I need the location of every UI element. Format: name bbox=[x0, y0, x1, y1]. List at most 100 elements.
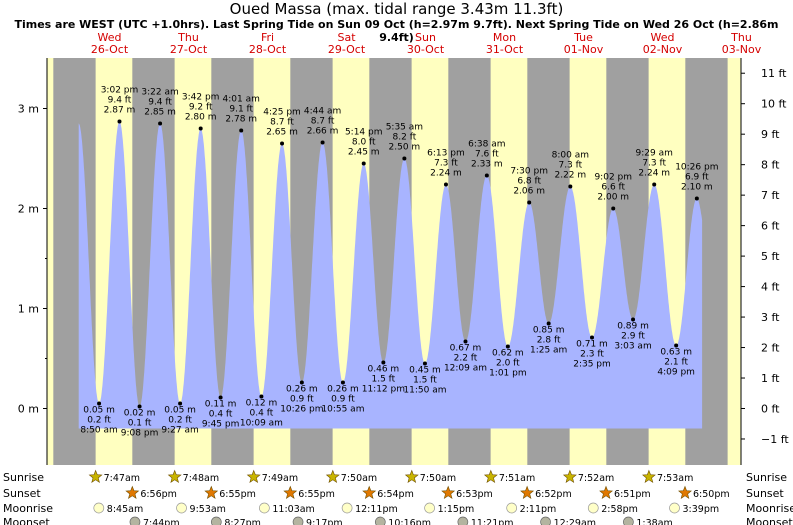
day-date-label: 02-Nov bbox=[643, 43, 683, 56]
tide-label: 2.00 m bbox=[597, 193, 629, 203]
y-tick-label-m: 2 m bbox=[18, 203, 39, 216]
tide-label: 0.9 ft bbox=[290, 395, 314, 405]
moonset-time: 7:44pm bbox=[143, 518, 180, 525]
sunrise-time: 7:50am bbox=[341, 473, 377, 484]
tide-label: 0.67 m bbox=[450, 344, 482, 354]
tide-label: 0.02 m bbox=[124, 409, 156, 419]
tide-label: 1:25 am bbox=[530, 346, 567, 356]
tide-label: 9.4 ft bbox=[148, 98, 172, 108]
tide-label: 0.46 m bbox=[368, 365, 400, 375]
moonset-icon bbox=[210, 516, 222, 525]
low-tide-point bbox=[463, 339, 468, 344]
low-tide-point bbox=[674, 343, 679, 348]
tide-label: 4:01 am bbox=[223, 95, 260, 105]
day-name-label: Fri bbox=[261, 31, 274, 44]
sunrise-time: 7:53am bbox=[657, 473, 693, 484]
sunset-icon bbox=[520, 485, 535, 499]
tide-label: 8.7 ft bbox=[270, 118, 294, 128]
tide-label: 2.0 ft bbox=[496, 359, 520, 369]
moonset-icon bbox=[623, 516, 634, 525]
tide-curve bbox=[78, 121, 703, 429]
moonset-time: 1:38am bbox=[636, 518, 672, 525]
day-labels: Wed26-OctThu27-OctFri28-OctSat29-OctSun3… bbox=[91, 31, 762, 56]
tide-label: 0.71 m bbox=[576, 340, 608, 350]
sunrise-icon bbox=[325, 469, 340, 483]
y-tick-label-ft: 9 ft bbox=[761, 128, 780, 141]
low-tide-point bbox=[340, 380, 345, 385]
tide-label: 3:02 pm bbox=[101, 86, 139, 96]
y-tick-label-ft: −1 ft bbox=[761, 433, 789, 446]
y-tick-label-ft: 5 ft bbox=[761, 250, 780, 263]
tide-label: 0.05 m bbox=[164, 406, 196, 416]
tide-label: 2.8 ft bbox=[537, 336, 561, 346]
tide-label: 8.0 ft bbox=[352, 138, 376, 148]
y-tick-label-ft: 2 ft bbox=[761, 342, 780, 355]
low-tide-point bbox=[97, 401, 102, 406]
moonrise-icon bbox=[341, 502, 353, 514]
sunset-time: 6:56pm bbox=[140, 489, 177, 500]
moonset-icon bbox=[374, 516, 386, 525]
moonset-icon bbox=[292, 516, 304, 525]
tide-label: 2.45 m bbox=[348, 148, 380, 158]
y-tick-label-ft: 0 ft bbox=[761, 403, 780, 416]
tide-label: 9:08 pm bbox=[121, 429, 159, 439]
event-row-label-left: Moonset bbox=[3, 516, 50, 525]
sun-moon-events: Sunrise Sunrise Sunset Sunset Moonrise Moonri… bbox=[3, 469, 793, 525]
event-row-label-right: Sunset bbox=[746, 487, 784, 500]
sunset-icon bbox=[599, 485, 613, 499]
low-tide-point bbox=[178, 401, 183, 406]
tide-label: 6.8 ft bbox=[517, 177, 541, 187]
moonrise-icon bbox=[93, 502, 105, 514]
tide-label: 8.2 ft bbox=[393, 133, 417, 143]
tide-label: 0.85 m bbox=[533, 326, 565, 336]
y-tick-label-ft: 1 ft bbox=[761, 372, 780, 385]
axes: 3 m 2 m 1 m 0 m 11 ft 10 ft 9 ft 8 ft 7 ft 6 ft 5 … bbox=[18, 58, 789, 465]
tide-label: 5:14 pm bbox=[345, 128, 383, 138]
sunset-time: 6:52pm bbox=[535, 489, 572, 500]
moonrise-time: 1:15pm bbox=[438, 504, 475, 515]
moonrise-time: 2:11pm bbox=[520, 504, 557, 515]
sunset-icon bbox=[125, 485, 140, 499]
tide-label: 2.85 m bbox=[144, 108, 176, 118]
moonrise-time: 11:03am bbox=[272, 504, 314, 515]
tide-label: 1:01 pm bbox=[489, 369, 527, 379]
tide-label: 8.7 ft bbox=[311, 117, 335, 127]
moonrise-icon bbox=[424, 502, 435, 514]
tide-label: 2.22 m bbox=[554, 171, 586, 181]
sunrise-time: 7:49am bbox=[262, 473, 298, 484]
tide-label: 6.6 ft bbox=[601, 183, 625, 193]
y-tick-label-m: 0 m bbox=[18, 403, 39, 416]
sunrise-time: 7:51am bbox=[499, 473, 535, 484]
day-name-label: Thu bbox=[177, 31, 199, 44]
tide-label: 0.9 ft bbox=[331, 395, 355, 405]
tide-label: 2.06 m bbox=[513, 187, 545, 197]
tide-label: 7.3 ft bbox=[434, 159, 458, 169]
high-tide-point bbox=[694, 196, 699, 201]
moonrise-time: 12:11pm bbox=[355, 504, 398, 515]
day-date-label: 03-Nov bbox=[722, 43, 762, 56]
tide-label: 3:42 pm bbox=[182, 93, 220, 103]
event-row-label-left: Moonrise bbox=[3, 502, 53, 515]
tide-label: 6:13 pm bbox=[427, 149, 465, 159]
moonrise-time: 3:39pm bbox=[683, 504, 720, 515]
moonrise-time: 2:58pm bbox=[601, 504, 638, 515]
sunrise-icon bbox=[483, 469, 498, 483]
sunrise-icon bbox=[246, 469, 261, 483]
tide-label: 7.3 ft bbox=[558, 161, 582, 171]
tide-label: 10:55 am bbox=[321, 405, 364, 415]
tide-label: 11:12 pm bbox=[362, 385, 405, 395]
tide-label: 4:09 pm bbox=[657, 368, 695, 378]
tide-label: 2.80 m bbox=[185, 113, 217, 123]
sunrise-time: 7:52am bbox=[578, 473, 614, 484]
tide-label: 2.87 m bbox=[104, 106, 136, 116]
event-row-label-right: Sunrise bbox=[746, 471, 787, 484]
moonrise-icon bbox=[587, 502, 599, 514]
daylight-band bbox=[727, 58, 741, 465]
tide-label: 0.4 ft bbox=[209, 410, 233, 420]
sunset-icon bbox=[441, 485, 456, 499]
sunset-icon bbox=[362, 485, 377, 499]
low-tide-point bbox=[546, 321, 551, 326]
sunset-icon bbox=[283, 485, 298, 499]
tide-label: 7.3 ft bbox=[642, 159, 666, 169]
